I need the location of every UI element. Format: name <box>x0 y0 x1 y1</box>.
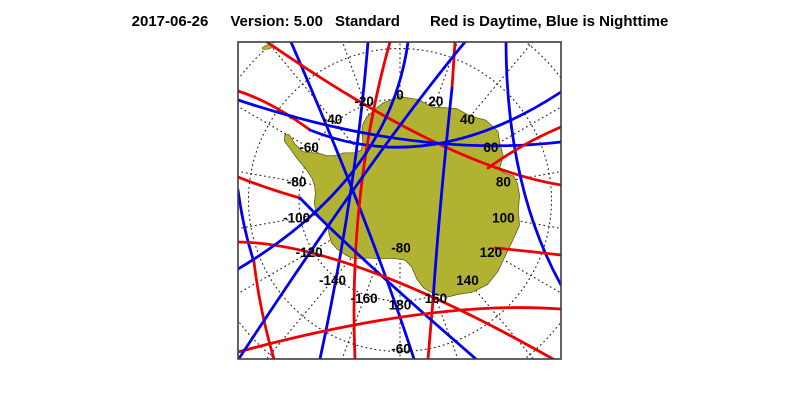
longitude-label: 100 <box>492 211 515 226</box>
longitude-label: -20 <box>354 94 374 109</box>
longitude-label: 160 <box>425 291 448 306</box>
title-legend: Red is Daytime, Blue is Nighttime <box>429 13 669 30</box>
map-border <box>237 41 562 360</box>
longitude-label: -120 <box>296 245 323 260</box>
longitude-label: 60 <box>483 140 498 155</box>
title-date: 2017-06-26 <box>131 13 209 30</box>
land-antarctica <box>283 96 521 298</box>
longitude-label: -60 <box>299 140 319 155</box>
satellite-track-nighttime <box>504 42 561 287</box>
latitude-label: -60 <box>391 342 411 357</box>
title-version: Version: 5.00 <box>230 13 323 30</box>
longitude-label: 40 <box>460 112 475 127</box>
satellite-track-daytime <box>486 125 561 170</box>
longitude-label: 80 <box>496 174 511 189</box>
satellite-track-daytime <box>265 42 561 187</box>
satellite-track-daytime <box>252 260 276 359</box>
longitude-label: -140 <box>319 273 346 288</box>
latitude-label: -80 <box>391 241 411 256</box>
satellite-track-nighttime <box>238 188 256 264</box>
longitude-label: -80 <box>287 174 307 189</box>
longitude-label: 140 <box>456 273 479 288</box>
satellite-track-daytime <box>352 42 392 359</box>
longitude-label: 0 <box>396 88 404 103</box>
longitude-label: 120 <box>480 245 503 260</box>
satellite-track-daytime <box>238 175 302 200</box>
title-mode: Standard <box>334 13 400 30</box>
satellite-track-daytime <box>426 298 435 359</box>
satellite-track-nighttime <box>238 42 467 359</box>
satellite-track-nighttime <box>238 42 410 271</box>
satellite-track-nighttime <box>308 90 561 149</box>
longitude-label: 20 <box>428 94 443 109</box>
track-layer <box>238 42 561 359</box>
plot-title: 2017-06-26 Version: 5.00 Standard Red is… <box>0 13 800 30</box>
satellite-track-nighttime <box>289 42 416 359</box>
satellite-track-daytime <box>493 246 561 257</box>
satellite-track-daytime <box>238 89 312 132</box>
longitude-label: -160 <box>351 291 378 306</box>
satellite-track-daytime <box>238 240 555 359</box>
satellite-track-daytime <box>450 42 457 90</box>
satellite-track-daytime <box>238 306 561 354</box>
longitude-label: -100 <box>283 211 310 226</box>
longitude-label: 180 <box>389 298 412 313</box>
longitude-label: -40 <box>323 112 343 127</box>
satellite-track-nighttime <box>431 86 454 302</box>
